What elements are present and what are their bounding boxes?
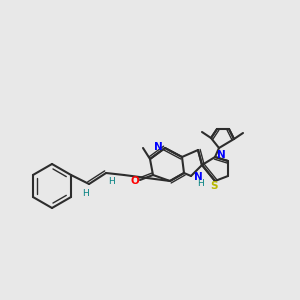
Text: N: N [217,150,225,160]
Text: N: N [194,172,202,182]
Text: O: O [130,176,140,186]
Text: N: N [154,142,162,152]
Text: H: H [82,188,88,197]
Text: H: H [108,178,114,187]
Text: H: H [198,179,204,188]
Text: S: S [210,181,218,191]
